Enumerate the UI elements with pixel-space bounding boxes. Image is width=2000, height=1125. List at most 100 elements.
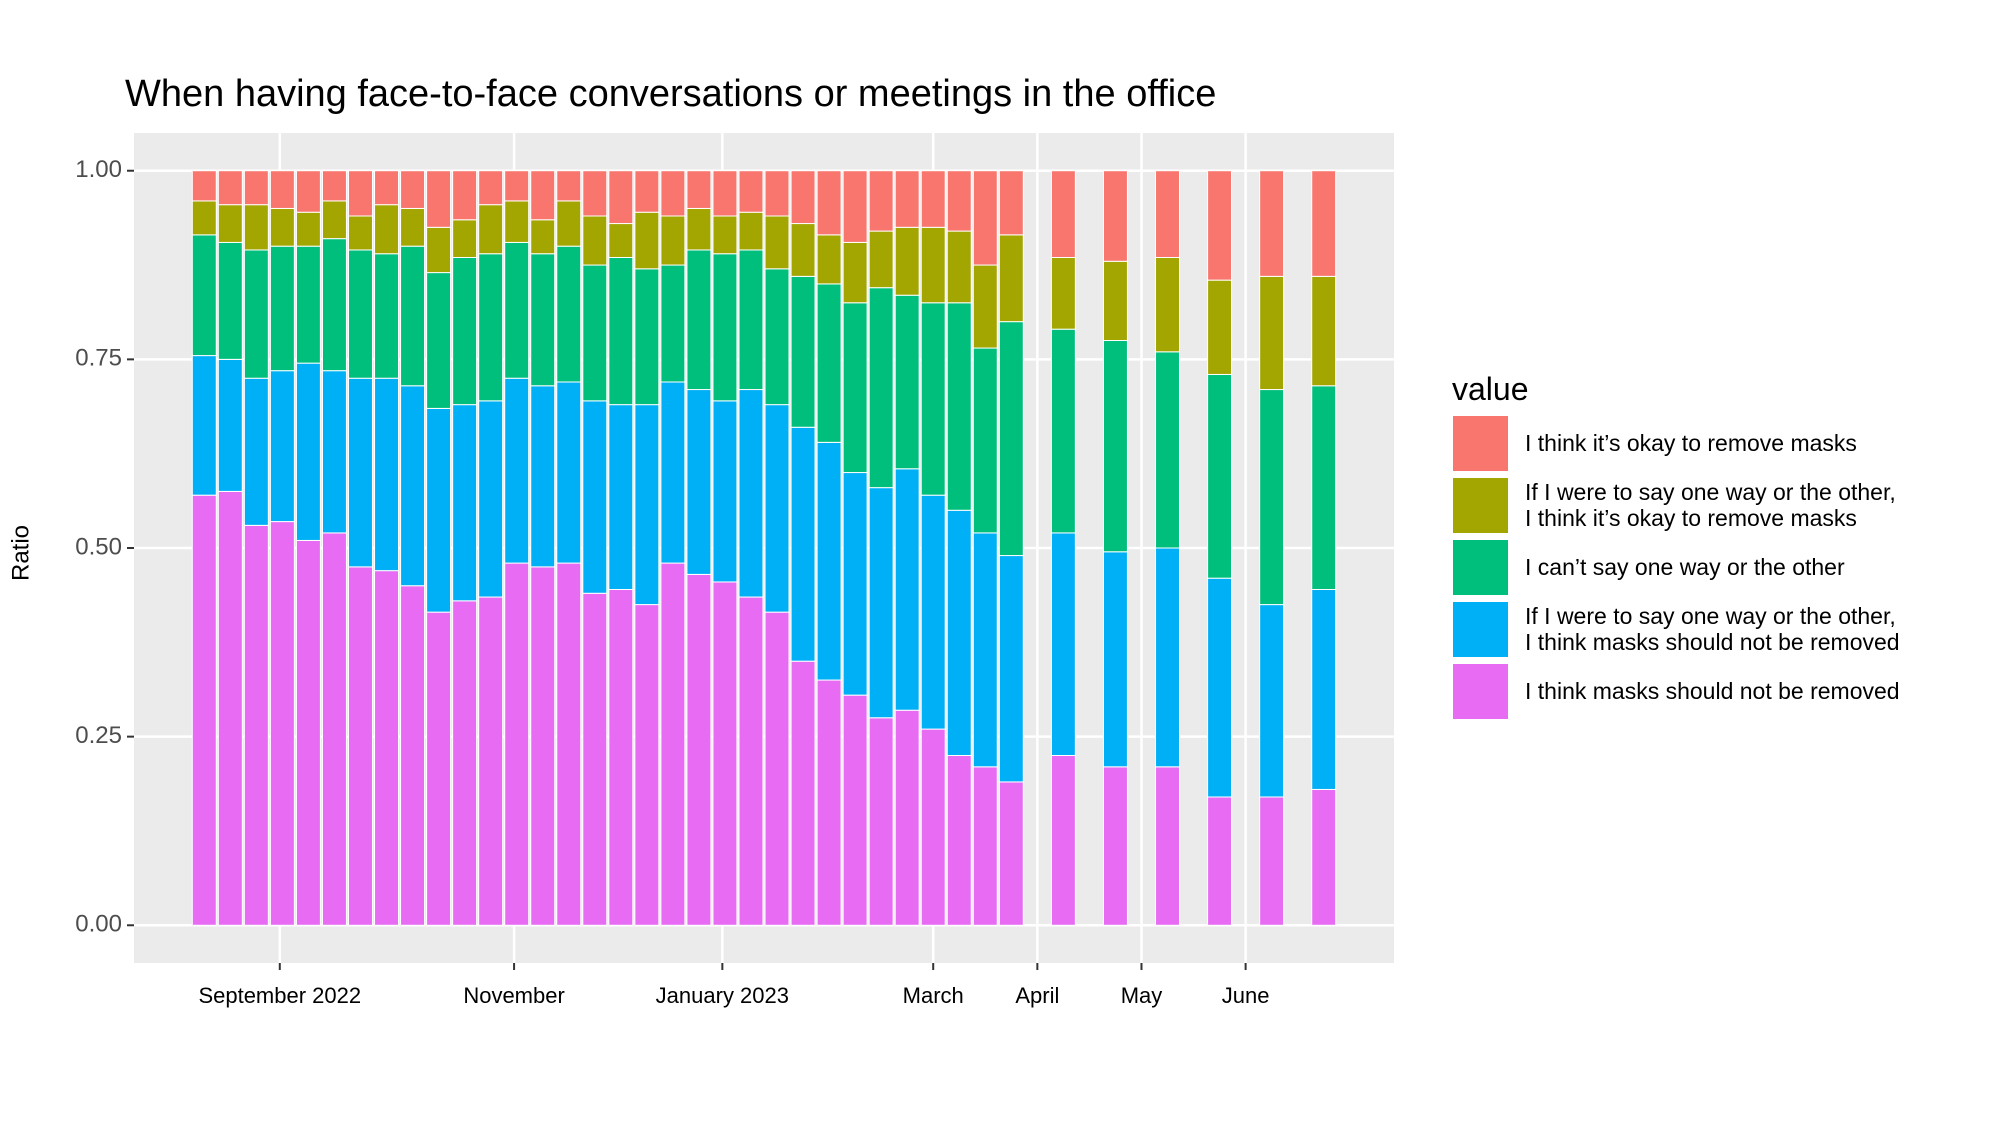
bar-segment [478, 596, 504, 926]
bar-segment [686, 389, 712, 575]
legend: value I think it’s okay to remove masks I… [1452, 366, 1900, 722]
y-tick-label: 0.50 [75, 533, 122, 560]
bar-segment [426, 611, 452, 926]
legend-key [1452, 538, 1509, 596]
bar-segment [1207, 170, 1233, 281]
bar-segment [816, 679, 842, 926]
x-tick-label: September 2022 [198, 983, 361, 1008]
bar-segment [217, 170, 243, 206]
bar-segment [1259, 604, 1285, 798]
bar-segment [504, 200, 530, 243]
bar-segment [764, 268, 790, 406]
bar-segment [920, 728, 946, 926]
bar-segment [243, 377, 269, 526]
bar-segment [530, 170, 556, 221]
bar-segment [634, 604, 660, 926]
bar-segment [946, 302, 972, 511]
bar-segment [191, 355, 217, 496]
bar-segment [374, 204, 399, 255]
bar-segment [1259, 275, 1285, 391]
legend-item: I think masks should not be removed [1452, 660, 1900, 722]
bar-segment [998, 555, 1024, 783]
bar-segment [738, 211, 764, 251]
bar-segment [920, 494, 946, 730]
bar-segment [686, 249, 712, 391]
bar-segment [608, 170, 634, 225]
bar-segment [634, 404, 660, 606]
bar-segment [1050, 328, 1076, 534]
bar-segment [1311, 385, 1337, 591]
bar-segment [764, 215, 790, 270]
bar-segment [894, 709, 920, 926]
bar-segment [660, 562, 686, 926]
bar-segment [764, 170, 790, 217]
bar-segment [972, 766, 998, 926]
x-tick-label: April [1015, 983, 1059, 1008]
y-tick-label: 1.00 [75, 156, 122, 183]
bar-segment [556, 200, 582, 247]
bar-segment [998, 234, 1024, 323]
bar-segment [504, 241, 530, 379]
bar-segment [1050, 532, 1076, 757]
bar-segment [269, 170, 295, 209]
bar-segment [1207, 577, 1233, 798]
legend-item: I can’t say one way or the other [1452, 536, 1900, 598]
bar-segment [946, 170, 972, 232]
y-tick-label: 0.25 [75, 722, 122, 749]
bar-segment [530, 566, 556, 926]
bar-segment [686, 573, 712, 926]
bar-segment [894, 226, 920, 296]
bar-segment [556, 562, 582, 926]
bar-segment [868, 170, 894, 232]
bar-segment [426, 272, 452, 409]
bar-segment [1311, 170, 1337, 277]
bar-segment [217, 358, 243, 492]
bar-segment [972, 532, 998, 768]
bar-segment [738, 249, 764, 391]
bar-segment [269, 207, 295, 247]
x-tick-label: June [1222, 983, 1270, 1008]
bar-segment [868, 287, 894, 489]
bar-segment [295, 211, 321, 247]
bar-segment [269, 521, 295, 926]
bar-segment [191, 494, 217, 926]
bar-segment [321, 170, 347, 202]
bar-segment [920, 226, 946, 304]
bar-segment [920, 302, 946, 496]
bar-segment [608, 257, 634, 406]
bar-segment [1155, 351, 1180, 549]
x-tick-label: March [903, 983, 964, 1008]
bar-segment [660, 264, 686, 383]
bar-segment [946, 509, 972, 757]
bar-segment [1155, 547, 1180, 768]
bar-segment [295, 245, 321, 364]
bar-segment [1155, 766, 1180, 926]
bar-segment [243, 204, 269, 251]
bar-segment [894, 294, 920, 470]
bar-segment [920, 170, 946, 228]
legend-label: If I were to say one way or the other, I… [1525, 479, 1896, 531]
bar-segment [634, 268, 660, 406]
bar-segment [816, 283, 842, 443]
legend-label: I think masks should not be removed [1525, 678, 1900, 704]
bar-segment [1155, 257, 1180, 353]
bar-segment [686, 170, 712, 209]
bar-segment [1102, 260, 1128, 342]
bar-segment [348, 566, 373, 926]
bar-segment [504, 377, 530, 564]
bar-segment [530, 253, 556, 387]
bar-segment [374, 253, 399, 379]
legend-key [1452, 414, 1509, 472]
bar-segment [321, 238, 347, 372]
bar-segment [243, 170, 269, 206]
bar-segment [478, 253, 504, 402]
bar-segment [660, 215, 686, 266]
bar-segment [738, 170, 764, 213]
bar-segment [348, 249, 373, 379]
legend-label: If I were to say one way or the other, I… [1525, 603, 1900, 655]
bar-segment [582, 215, 608, 266]
bar-segment [842, 694, 868, 926]
bar-segment [998, 321, 1024, 557]
